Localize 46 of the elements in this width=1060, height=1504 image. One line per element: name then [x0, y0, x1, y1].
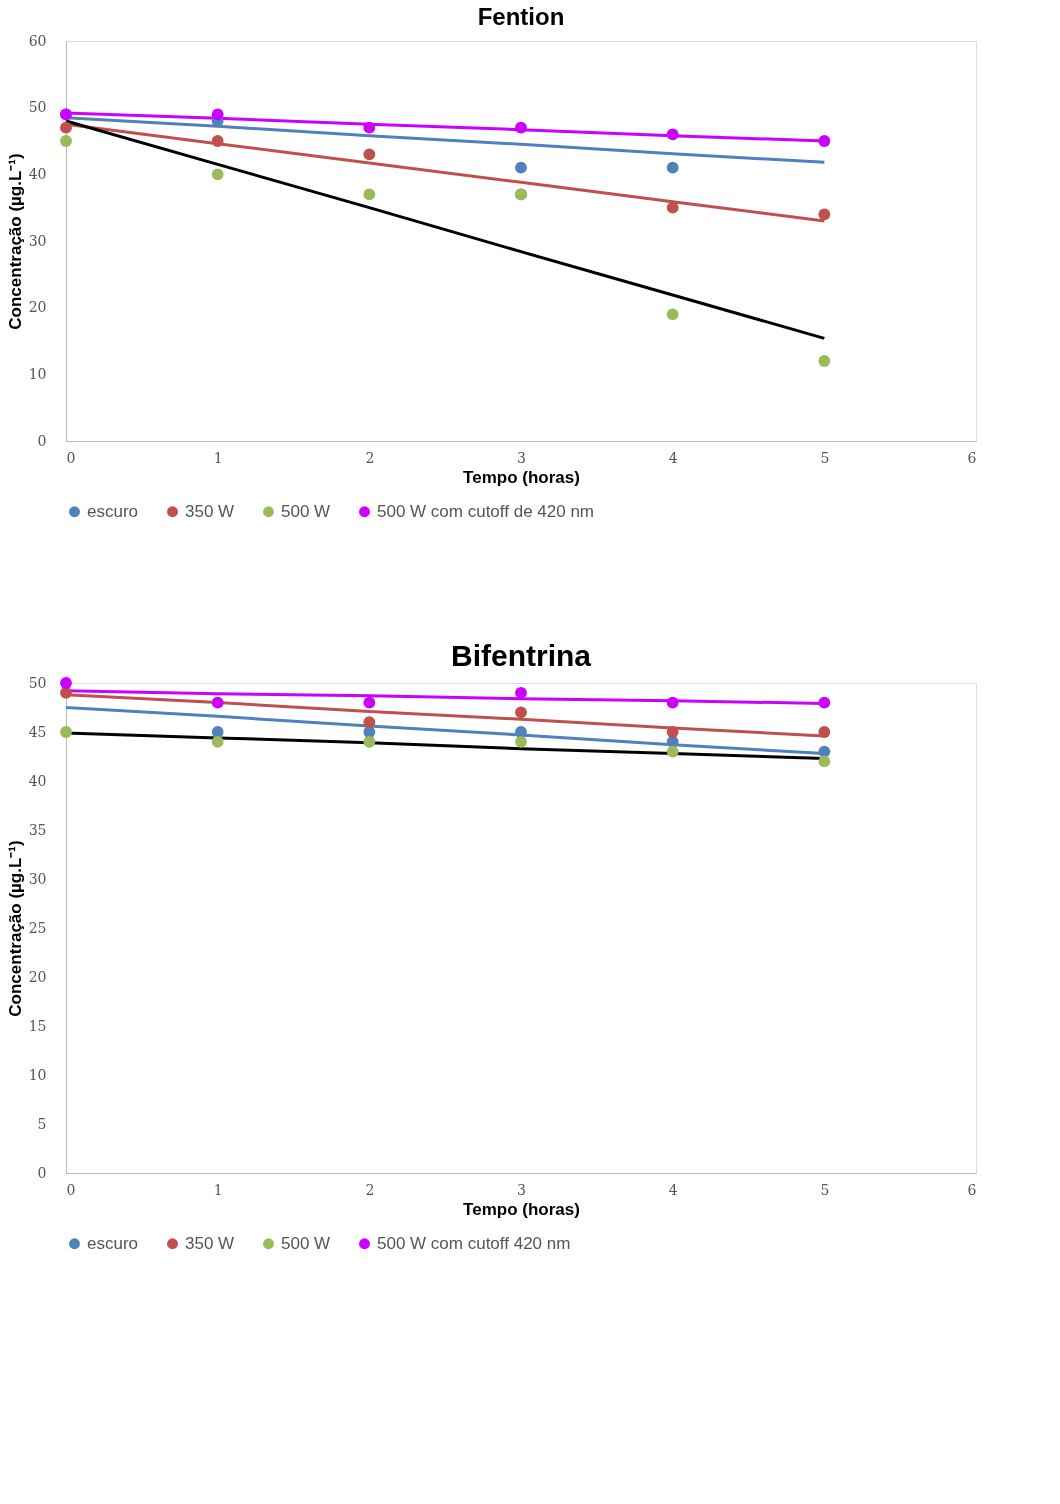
chart-title: Bifentrina [450, 639, 592, 672]
legend-label: 500 W [281, 501, 331, 521]
x-tick-label: 6 [967, 1181, 977, 1198]
x-tick-label: 2 [365, 1181, 375, 1198]
x-tick-label: 4 [668, 449, 678, 466]
legend-label: 350 W [185, 1233, 235, 1253]
y-tick-label: 20 [28, 299, 47, 316]
x-tick-label: 0 [66, 1181, 76, 1198]
y-axis-title: Concentração (µg.L⁻¹) [5, 153, 25, 330]
x-tick-label: 5 [820, 449, 830, 466]
y-tick-label: 50 [28, 674, 47, 691]
y-axis-title: Concentração (µg.L⁻¹) [5, 840, 25, 1017]
y-tick-label: 15 [28, 1017, 47, 1034]
x-tick-label: 3 [517, 449, 526, 466]
y-tick-label: 40 [28, 165, 47, 182]
x-tick-label: 4 [668, 1181, 678, 1198]
legend-label: 500 W [281, 1233, 331, 1253]
x-tick-label: 5 [820, 1181, 830, 1198]
x-tick-label: 2 [365, 449, 375, 466]
chart-title: Fention [477, 3, 565, 30]
y-tick-label: 50 [28, 99, 47, 116]
y-tick-label: 0 [37, 1164, 47, 1181]
y-tick-label: 30 [28, 232, 47, 249]
legend-label: 350 W [185, 501, 235, 521]
x-tick-label: 6 [967, 449, 977, 466]
x-axis-title: Tempo (horas) [463, 1199, 580, 1219]
legend-label: escuro [87, 1233, 139, 1253]
y-tick-label: 10 [28, 1066, 47, 1083]
legend-label: 500 W com cutoff de 420 nm [377, 501, 595, 521]
y-tick-label: 25 [28, 919, 47, 936]
y-tick-label: 35 [28, 821, 47, 838]
y-tick-label: 10 [28, 365, 47, 382]
x-axis-title: Tempo (horas) [463, 467, 580, 487]
y-tick-label: 45 [28, 723, 47, 740]
legend-label: escuro [87, 501, 139, 521]
y-tick-label: 0 [37, 432, 47, 449]
x-tick-label: 0 [66, 449, 76, 466]
y-tick-label: 5 [37, 1115, 47, 1132]
y-tick-label: 40 [28, 772, 47, 789]
y-tick-label: 60 [28, 32, 47, 49]
x-tick-label: 1 [213, 449, 223, 466]
x-tick-label: 1 [213, 1181, 223, 1198]
legend-label: 500 W com cutoff 420 nm [377, 1233, 571, 1253]
x-tick-label: 3 [517, 1181, 526, 1198]
y-tick-label: 30 [28, 870, 47, 887]
y-tick-label: 20 [28, 968, 47, 985]
